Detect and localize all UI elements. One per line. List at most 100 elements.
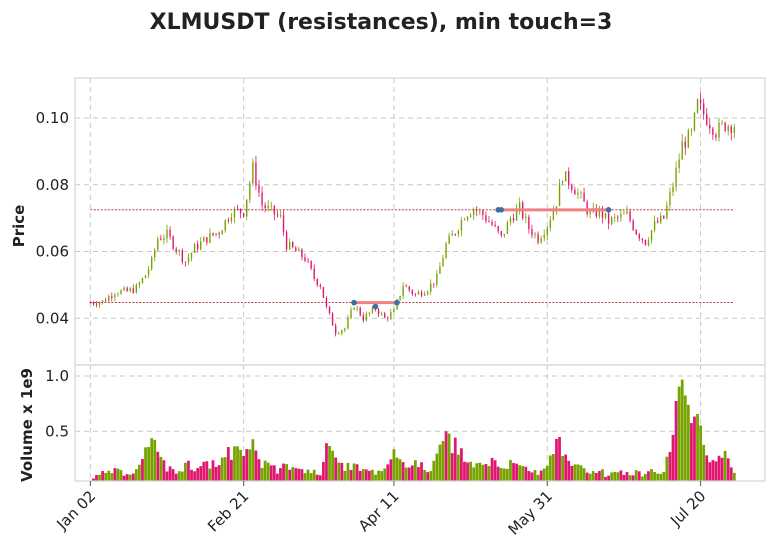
volume-bar (604, 476, 607, 481)
volume-bar (518, 465, 522, 481)
price-tick-label: 0.06 (36, 243, 69, 261)
candle-body (528, 216, 530, 230)
candle-body (393, 309, 395, 313)
volume-gridlines (75, 365, 765, 481)
volume-bar (502, 468, 506, 481)
volume-bar (591, 471, 595, 481)
volume-bar (668, 452, 672, 481)
candle-body (175, 248, 177, 252)
volume-bar (680, 379, 684, 481)
volume-bar (484, 463, 488, 481)
volume-bar (420, 462, 423, 481)
candle-body (509, 218, 512, 223)
candle-body (656, 220, 659, 223)
volume-bar (174, 473, 178, 481)
volume-bar (159, 456, 163, 481)
volume-bar (254, 450, 258, 481)
volume-bar (107, 470, 111, 481)
volume-bar (576, 464, 580, 481)
volume-bar (389, 459, 393, 481)
volume-panel: 0.5 1.0 Volume x 1e9 (18, 364, 766, 482)
volume-bar (404, 467, 408, 481)
candle-body (163, 238, 165, 240)
volume-bar (573, 464, 577, 481)
touch-point (605, 207, 612, 213)
volume-bar (499, 468, 503, 481)
candle-body (675, 167, 677, 187)
volume-bar (113, 468, 117, 481)
candle-body (681, 141, 683, 160)
volume-bar (555, 438, 558, 481)
volume-bar (414, 460, 417, 481)
candle-body (663, 215, 665, 219)
volume-bar (196, 468, 200, 481)
price-panel-frame (74, 77, 766, 366)
candle-body (653, 220, 656, 231)
volume-bar (125, 474, 129, 481)
volume-bar (119, 470, 123, 481)
volume-bar (545, 465, 549, 481)
volume-bar (297, 468, 301, 481)
candle-body (610, 217, 613, 224)
x-tick-label: Feb 21 (204, 487, 252, 535)
volume-bar (542, 468, 546, 481)
volume-bar (193, 471, 196, 481)
candle-body (282, 215, 285, 233)
volume-bar (607, 475, 610, 481)
candle-body (408, 286, 410, 291)
touch-point (351, 299, 357, 306)
volume-bar (456, 454, 460, 481)
volume-bar (226, 447, 230, 481)
candle-body (580, 192, 582, 194)
candle-body (669, 192, 671, 206)
candle-body (288, 242, 291, 250)
volume-bar (144, 447, 147, 481)
candle-body (660, 215, 662, 223)
volume-bar (472, 467, 476, 481)
candle-body (568, 171, 570, 186)
volume-bar (184, 462, 187, 481)
candle-body (255, 162, 257, 186)
volume-y-tick-labels: 0.5 1.0 (45, 367, 69, 440)
volume-bar (647, 471, 650, 481)
candle-body (215, 233, 217, 235)
volume-bar (392, 449, 396, 481)
volume-bar (205, 461, 209, 481)
volume-bar (677, 386, 681, 481)
volume-bar (380, 471, 384, 481)
candle-body (537, 233, 539, 243)
candle-body (267, 205, 269, 209)
candle-body (196, 244, 199, 250)
candle-body (123, 287, 125, 291)
volume-bar (515, 463, 518, 481)
candle-body (147, 269, 150, 276)
candle-body (451, 234, 453, 236)
candle-body (190, 252, 193, 258)
volume-bar (729, 467, 733, 481)
volume-panel-frame (74, 364, 766, 482)
volume-bar (429, 471, 433, 481)
candle-body (614, 216, 616, 218)
candle-body (132, 288, 134, 293)
volume-bar (340, 462, 344, 481)
candle-body (135, 285, 138, 293)
candle-body (169, 229, 171, 237)
candle-body (433, 283, 435, 285)
volume-bar (110, 473, 114, 481)
volume-bar (334, 457, 338, 481)
candle-body (129, 288, 131, 292)
candle-body (604, 212, 607, 218)
candle-body (647, 240, 650, 245)
candle-body (555, 206, 558, 211)
volume-bar (570, 465, 574, 481)
candle-body (362, 315, 364, 321)
volume-bar (223, 457, 227, 481)
candle-body (488, 221, 490, 222)
volume-bar (634, 470, 638, 481)
volume-bar (662, 471, 666, 481)
candle-body (95, 304, 98, 306)
candle-body (279, 215, 282, 217)
candle-body (353, 307, 355, 310)
candle-body (445, 243, 447, 258)
candle-body (632, 220, 634, 230)
